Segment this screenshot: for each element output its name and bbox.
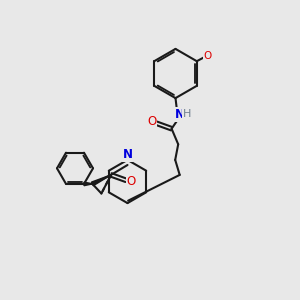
Text: O: O bbox=[203, 50, 212, 61]
Polygon shape bbox=[92, 175, 111, 186]
Polygon shape bbox=[84, 182, 92, 186]
Text: O: O bbox=[147, 115, 156, 128]
Text: H: H bbox=[183, 109, 191, 119]
Text: O: O bbox=[127, 175, 136, 188]
Text: N: N bbox=[122, 148, 133, 161]
Text: N: N bbox=[174, 108, 184, 121]
